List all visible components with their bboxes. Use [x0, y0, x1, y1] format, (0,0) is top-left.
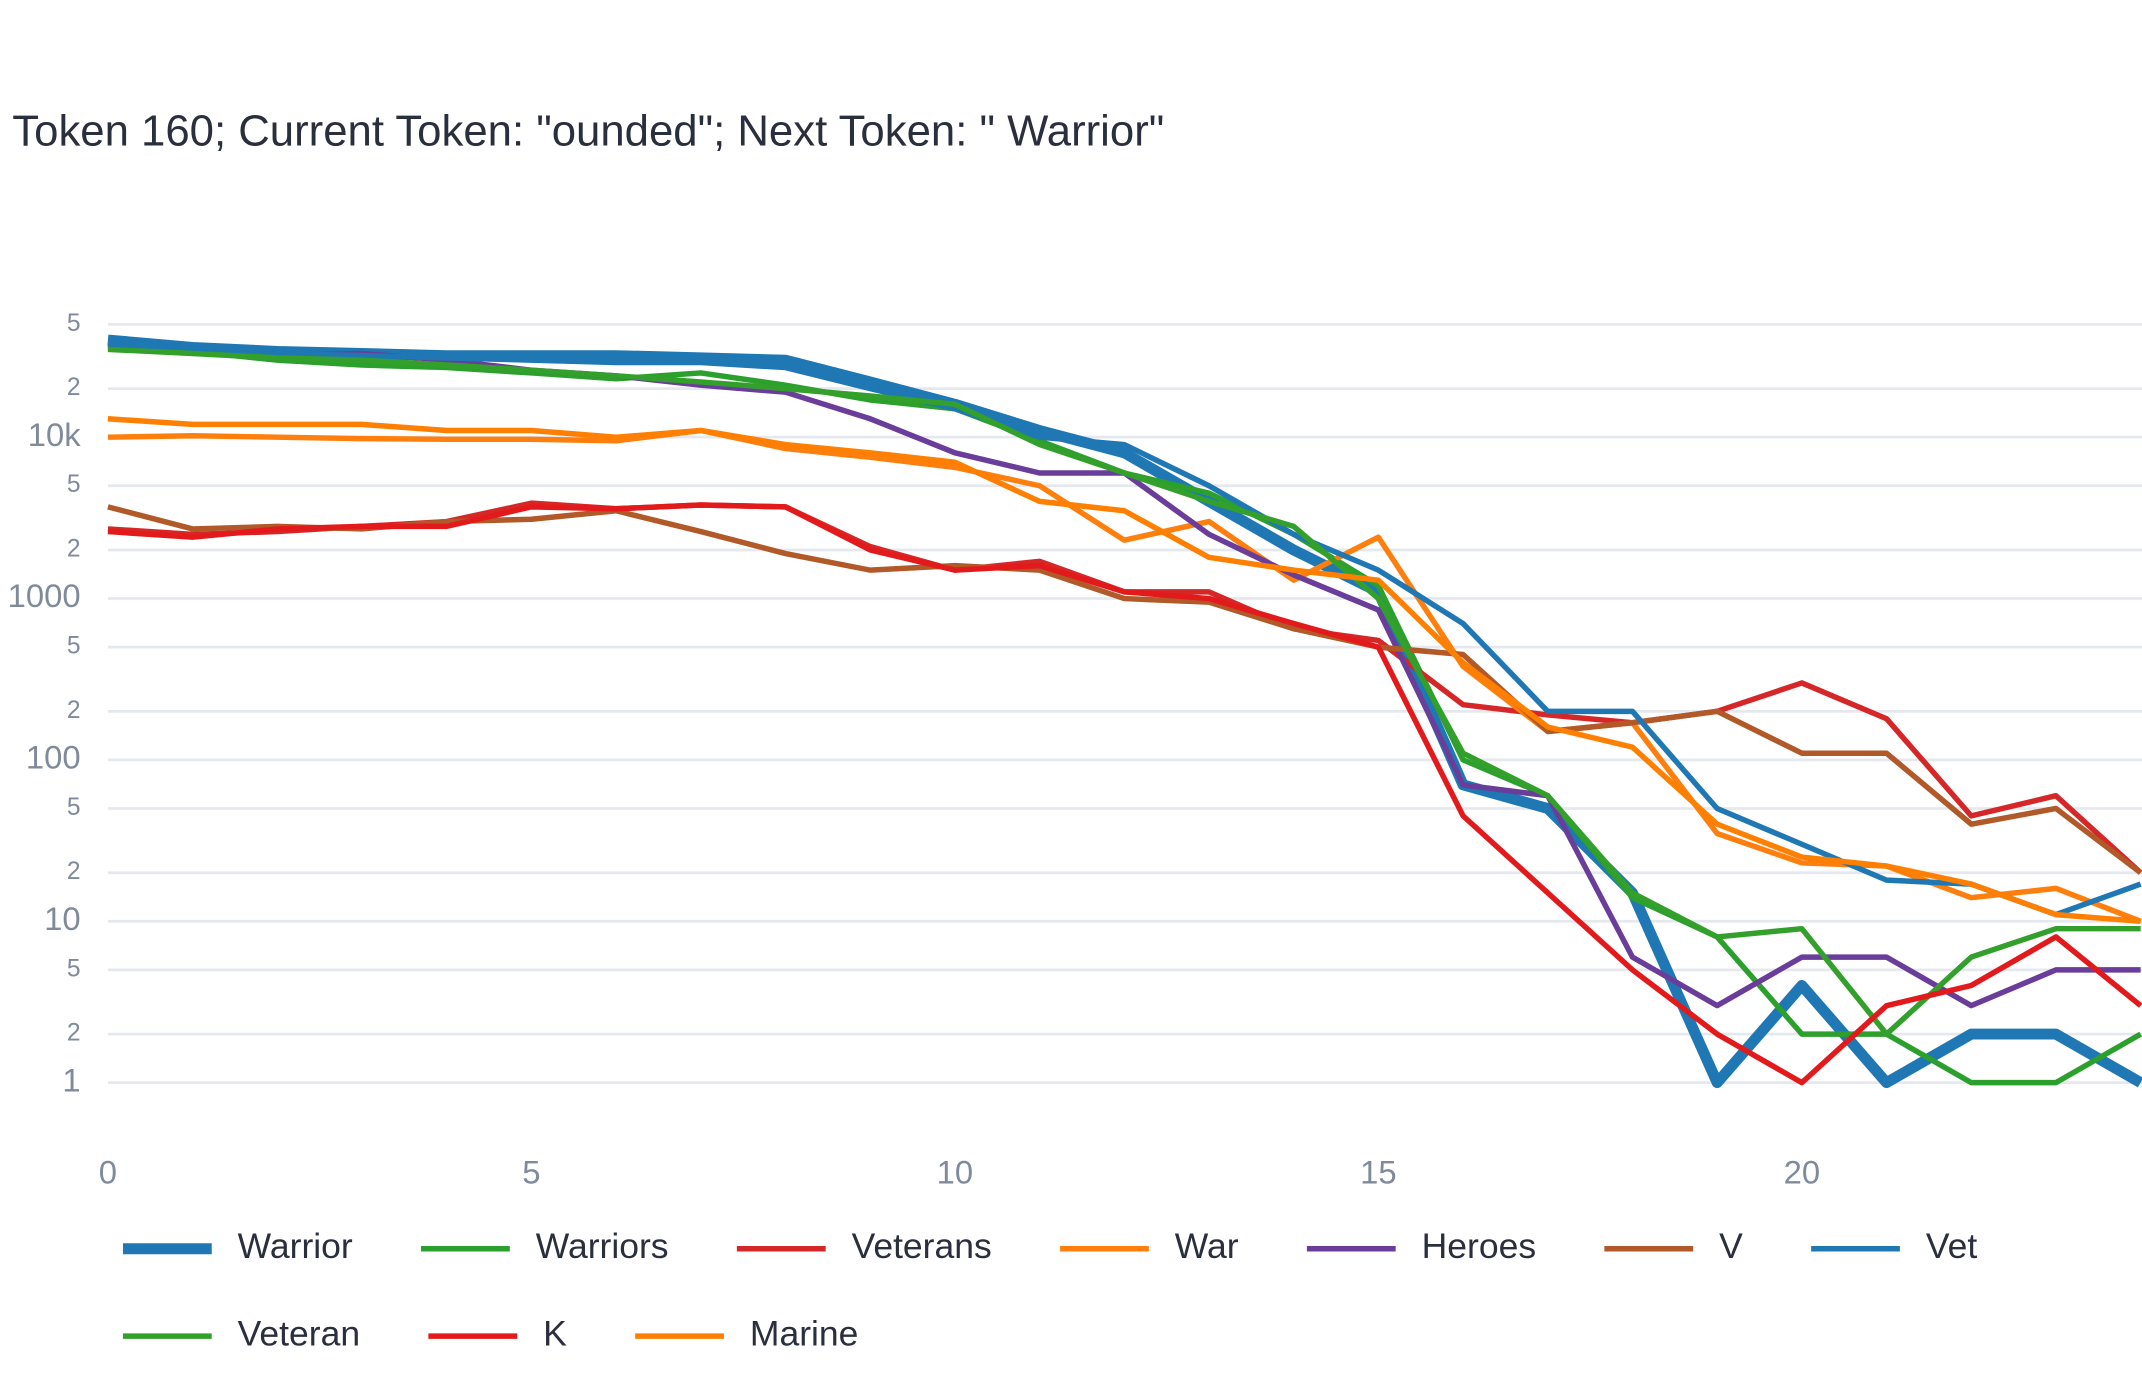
- series-line: [107, 427, 2142, 924]
- series-line: [107, 502, 2142, 1086]
- legend-item: Vet: [1811, 1226, 1977, 1266]
- x-tick-label: 20: [1784, 1154, 1820, 1191]
- legend-label: Veteran: [238, 1314, 360, 1354]
- x-tick-label: 15: [1360, 1154, 1396, 1191]
- chart-title: Token 160; Current Token: "ounded"; Next…: [12, 107, 1164, 156]
- legend-label: Marine: [750, 1314, 859, 1354]
- legend-item: Warriors: [421, 1226, 669, 1266]
- legend-label: Vet: [1926, 1226, 1977, 1266]
- plot-area: [107, 334, 2142, 1089]
- x-tick-label: 0: [99, 1154, 117, 1191]
- y-tick-label: 5: [67, 633, 81, 660]
- series-line: [107, 346, 2141, 1037]
- y-tick-label: 10: [44, 900, 80, 937]
- legend-label: Veterans: [852, 1226, 992, 1266]
- legend-label: V: [1719, 1226, 1743, 1266]
- y-tick-label: 5: [67, 471, 81, 498]
- x-tick-label: 10: [937, 1154, 973, 1191]
- legend-item: Heroes: [1306, 1226, 1536, 1266]
- y-tick-label: 100: [26, 739, 81, 776]
- y-tick-label: 5: [67, 310, 81, 337]
- legend-label: K: [543, 1314, 567, 1354]
- y-tick-label: 10k: [28, 416, 81, 453]
- y-tick-label: 5: [67, 794, 81, 821]
- y-tick-label: 1: [62, 1061, 80, 1098]
- series-line: [107, 416, 2141, 925]
- legend-item: Veteran: [122, 1314, 360, 1354]
- legend-item: Warrior: [122, 1226, 353, 1266]
- y-tick-label: 2: [67, 858, 81, 885]
- legend-item: Veterans: [736, 1226, 992, 1266]
- legend: Warrior Warriors Veterans War Heroes V Vet Vete…: [122, 1226, 1977, 1354]
- y-tick-label: 2: [67, 697, 81, 724]
- y-tick-label: 5: [67, 955, 81, 982]
- legend-label: Heroes: [1422, 1226, 1536, 1266]
- x-tick-label: 5: [522, 1154, 540, 1191]
- legend-item: K: [428, 1314, 567, 1354]
- legend-label: Warrior: [238, 1226, 353, 1266]
- y-tick-label: 2: [67, 535, 81, 562]
- series-line: [107, 504, 2142, 875]
- legend-item: Marine: [635, 1314, 858, 1354]
- legend-item: War: [1060, 1226, 1239, 1266]
- y-tick-label: 2: [67, 374, 81, 401]
- y-tick-label: 1000: [8, 577, 81, 614]
- series-line: [107, 340, 2142, 918]
- legend-label: War: [1175, 1226, 1239, 1266]
- y-tick-label: 2: [67, 1020, 81, 1047]
- legend-label: Warriors: [536, 1226, 669, 1266]
- legend-item: V: [1604, 1226, 1743, 1266]
